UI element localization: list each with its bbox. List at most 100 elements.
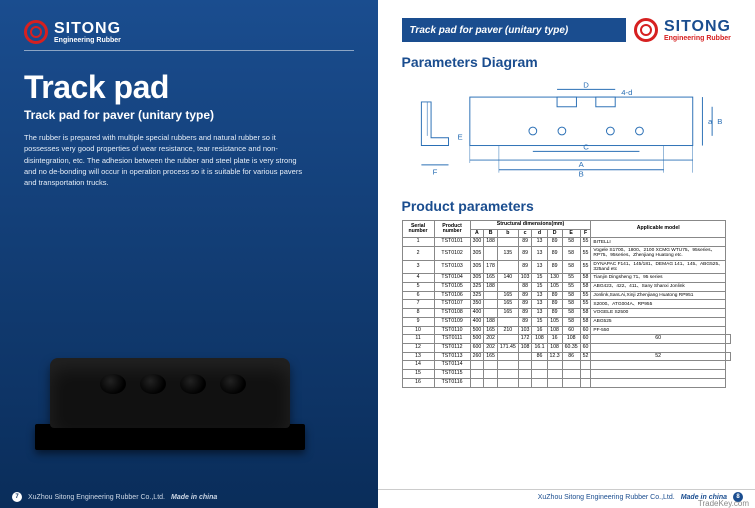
table-cell: 172 <box>518 335 532 344</box>
table-cell: 105 <box>547 282 562 291</box>
table-cell-model: DYNAPAC F141、145/181、DEMAG 141、145、ABG52… <box>591 260 726 274</box>
table-cell: 60 <box>580 335 591 344</box>
table-cell: 55 <box>562 282 580 291</box>
table-cell: 600 <box>470 343 484 352</box>
table-cell: 89 <box>518 238 532 247</box>
table-cell: 58 <box>562 247 580 261</box>
table-cell <box>532 361 547 370</box>
product-image <box>30 348 310 458</box>
table-cell: 188 <box>484 282 498 291</box>
parameters-diagram: A B C D 4-d a B F E <box>402 76 732 186</box>
table-cell: 178 <box>484 260 498 274</box>
brand-logo: SITONG Engineering Rubber <box>24 20 354 44</box>
table-cell: 89 <box>547 291 562 300</box>
svg-text:4-d: 4-d <box>621 88 632 97</box>
table-cell: TST0116 <box>434 378 470 387</box>
table-cell: 210 <box>497 326 518 335</box>
th-serial: Serial number <box>402 221 434 238</box>
table-cell: 52 <box>580 352 591 361</box>
th-dim: F <box>580 229 591 238</box>
table-cell <box>497 238 518 247</box>
table-cell: TST0110 <box>434 326 470 335</box>
svg-text:A: A <box>578 160 584 169</box>
table-cell <box>518 352 532 361</box>
table-cell: 202 <box>484 335 498 344</box>
table-cell: 15 <box>532 282 547 291</box>
table-cell <box>497 361 518 370</box>
table-cell: 400 <box>470 317 484 326</box>
svg-text:F: F <box>432 168 437 177</box>
table-cell: 60 <box>562 326 580 335</box>
th-dim: d <box>532 229 547 238</box>
table-cell: 55 <box>562 274 580 283</box>
table-cell: 5 <box>402 282 434 291</box>
table-cell: 300 <box>470 238 484 247</box>
th-dim: E <box>562 229 580 238</box>
table-cell: 140 <box>497 274 518 283</box>
table-cell: 105 <box>547 317 562 326</box>
table-cell <box>580 370 591 379</box>
divider <box>24 50 354 51</box>
table-cell <box>518 361 532 370</box>
table-cell: 8 <box>402 309 434 318</box>
banner-row: Track pad for paver (unitary type) SITON… <box>402 18 732 42</box>
table-cell-model: Vogele S1700、1800、2100 XCMG WTU75、95seri… <box>591 247 726 261</box>
banner-title: Track pad for paver (unitary type) <box>402 18 626 42</box>
table-cell: 202 <box>484 343 498 352</box>
table-row: 5TST010532518888151055558ABG423、422、411、… <box>402 282 731 291</box>
table-cell <box>484 361 498 370</box>
table-cell: 15 <box>532 317 547 326</box>
table-cell: 103 <box>518 274 532 283</box>
table-cell: 2 <box>402 247 434 261</box>
table-cell: 7 <box>402 300 434 309</box>
svg-text:D: D <box>583 80 589 89</box>
table-row: 10TST0110500165210103161086060PF-550 <box>402 326 731 335</box>
table-row: 7TST01073501658913895855S2000、ATG004A、RP… <box>402 300 731 309</box>
th-product: Product number <box>434 221 470 238</box>
table-cell <box>470 370 484 379</box>
hero-description: The rubber is prepared with multiple spe… <box>24 132 304 188</box>
th-dim: B <box>484 229 498 238</box>
table-cell: 16 <box>532 326 547 335</box>
table-cell: 60 <box>591 335 726 344</box>
table-cell: 52 <box>591 352 726 361</box>
table-cell: 260 <box>470 352 484 361</box>
table-cell: TST0105 <box>434 282 470 291</box>
table-cell: 4 <box>402 274 434 283</box>
table-cell: TST0109 <box>434 317 470 326</box>
table-cell: TST0115 <box>434 370 470 379</box>
table-cell-model <box>591 343 726 352</box>
table-cell: 12 <box>402 343 434 352</box>
table-cell: 55 <box>580 260 591 274</box>
table-cell: 55 <box>580 238 591 247</box>
table-cell: 188 <box>484 317 498 326</box>
table-cell-model: VOGELE S2500 <box>591 309 726 318</box>
svg-text:B: B <box>578 170 583 179</box>
table-cell: 89 <box>518 247 532 261</box>
table-cell: 9 <box>402 317 434 326</box>
table-cell: 1 <box>402 238 434 247</box>
table-cell: 13 <box>402 352 434 361</box>
table-cell: 58 <box>562 300 580 309</box>
table-cell: 108 <box>518 343 532 352</box>
table-cell-model: ABG525 <box>591 317 726 326</box>
table-cell: 13 <box>532 238 547 247</box>
table-cell <box>532 370 547 379</box>
table-row: 6TST01063251658913895855Jonlink,SanLAi,X… <box>402 291 731 300</box>
logo-icon <box>634 18 658 42</box>
brand-name: SITONG <box>54 21 121 37</box>
table-cell-model <box>591 361 726 370</box>
table-cell: 15 <box>402 370 434 379</box>
table-cell: 500 <box>470 326 484 335</box>
table-cell: 165 <box>484 274 498 283</box>
table-cell: TST0102 <box>434 247 470 261</box>
table-cell: 171.45 <box>497 343 518 352</box>
table-cell: TST0106 <box>434 291 470 300</box>
table-cell: TST0107 <box>434 300 470 309</box>
th-dim: c <box>518 229 532 238</box>
table-cell: 11 <box>402 335 434 344</box>
table-cell: TST0112 <box>434 343 470 352</box>
table-cell: 305 <box>470 274 484 283</box>
table-cell <box>532 378 547 387</box>
table-cell <box>497 282 518 291</box>
